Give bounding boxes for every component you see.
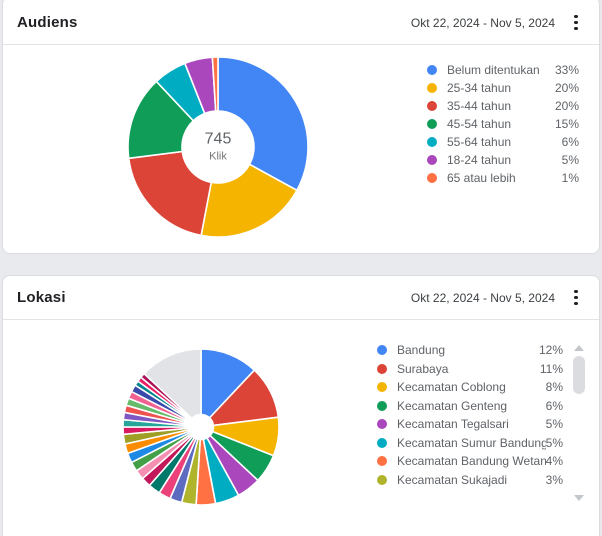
pie-slice-belum-ditentukan[interactable] xyxy=(217,56,309,192)
legend-percent: 12% xyxy=(538,343,563,358)
legend-item: 65 atau lebih 1% xyxy=(427,169,579,187)
legend-label: 18-24 tahun xyxy=(447,153,512,167)
legend-label: 45-54 tahun xyxy=(447,117,512,131)
legend-color-dot xyxy=(377,345,387,356)
legend-item: Kecamatan Sukajadi 3% xyxy=(377,471,563,490)
legend-item: Kecamatan Sumur Bandung 5% xyxy=(377,434,563,453)
legend-item: 35-44 tahun 20% xyxy=(427,97,579,115)
legend-scrollbar[interactable] xyxy=(571,345,587,501)
legend-color-dot xyxy=(427,83,437,93)
legend-color-dot xyxy=(377,456,387,467)
legend-percent: 33% xyxy=(554,63,579,77)
legend-color-dot xyxy=(377,419,387,430)
legend-label: 35-44 tahun xyxy=(447,99,512,113)
legend-percent: 5% xyxy=(545,417,563,432)
legend-percent: 3% xyxy=(545,472,563,487)
lokasi-card-header: Lokasi Okt 22, 2024 - Nov 5, 2024 xyxy=(3,276,599,320)
legend-color-dot xyxy=(427,119,437,129)
date-range-label: Okt 22, 2024 - Nov 5, 2024 xyxy=(410,290,555,305)
pie-slice-35-44-tahun[interactable] xyxy=(127,150,213,237)
legend-color-dot xyxy=(377,474,387,485)
pie-slice-25-34-tahun[interactable] xyxy=(200,163,298,238)
legend-item: 18-24 tahun 5% xyxy=(427,151,579,169)
legend-item: Kecamatan Tegalsari 5% xyxy=(377,415,563,434)
legend-label: 65 atau lebih xyxy=(447,171,516,185)
legend-percent: 15% xyxy=(554,117,579,131)
pie-slice-65-atau-lebih[interactable] xyxy=(211,56,219,112)
page-title: Audiens xyxy=(17,14,78,31)
legend-item: 25-34 tahun 20% xyxy=(427,79,579,97)
audiens-card: Audiens Okt 22, 2024 - Nov 5, 2024 745 K… xyxy=(2,0,600,254)
legend-label: Kecamatan Coblong xyxy=(397,380,506,395)
legend-item: Belum ditentukan 33% xyxy=(427,61,579,79)
legend-percent: 6% xyxy=(561,135,579,149)
scrollbar-thumb[interactable] xyxy=(573,356,585,394)
legend-percent: 20% xyxy=(554,81,579,95)
audiens-legend: Belum ditentukan 33% 25-34 tahun 20% 35-44 t… xyxy=(427,61,579,187)
legend-item: Kecamatan Bandung Wetan 4% xyxy=(377,452,563,471)
audiens-donut-chart xyxy=(127,56,309,238)
legend-percent: 8% xyxy=(545,380,563,395)
lokasi-pie-chart xyxy=(122,348,280,506)
legend-percent: 6% xyxy=(545,398,563,413)
legend-item: 55-64 tahun 6% xyxy=(427,133,579,151)
legend-item: Kecamatan Genteng 6% xyxy=(377,397,563,416)
lokasi-legend: Bandung 12% Surabaya 11% Kecamatan Coblong 8%… xyxy=(377,341,563,489)
legend-label: Kecamatan Sumur Bandung xyxy=(397,435,546,450)
legend-color-dot xyxy=(377,400,387,411)
legend-percent: 5% xyxy=(561,153,579,167)
legend-item: 45-54 tahun 15% xyxy=(427,115,579,133)
legend-percent: 20% xyxy=(554,99,579,113)
lokasi-card: Lokasi Okt 22, 2024 - Nov 5, 2024 Bandun… xyxy=(2,275,600,536)
legend-item: Bandung 12% xyxy=(377,341,563,360)
kebab-menu-icon[interactable] xyxy=(567,285,585,311)
legend-percent: 11% xyxy=(539,361,563,376)
legend-label: Kecamatan Genteng xyxy=(397,398,508,413)
kebab-menu-icon[interactable] xyxy=(567,10,585,36)
legend-percent: 5% xyxy=(545,435,563,450)
pie-slice[interactable] xyxy=(143,348,202,420)
audiens-card-header: Audiens Okt 22, 2024 - Nov 5, 2024 xyxy=(3,0,599,45)
legend-color-dot xyxy=(377,437,387,448)
legend-item: Surabaya 11% xyxy=(377,360,563,379)
legend-percent: 4% xyxy=(545,454,563,469)
scroll-down-icon[interactable] xyxy=(574,495,584,501)
legend-color-dot xyxy=(427,101,437,111)
page-title: Lokasi xyxy=(17,289,66,306)
legend-label: Bandung xyxy=(397,343,446,358)
legend-color-dot xyxy=(377,382,387,393)
legend-item: Kecamatan Coblong 8% xyxy=(377,378,563,397)
legend-color-dot xyxy=(427,65,437,75)
legend-color-dot xyxy=(377,363,387,374)
legend-label: 55-64 tahun xyxy=(447,135,512,149)
legend-color-dot xyxy=(427,137,437,147)
legend-color-dot xyxy=(427,173,437,183)
legend-label: 25-34 tahun xyxy=(447,81,512,95)
legend-color-dot xyxy=(427,155,437,165)
legend-label: Kecamatan Bandung Wetan xyxy=(397,454,546,469)
legend-label: Kecamatan Tegalsari xyxy=(397,417,509,432)
legend-percent: 1% xyxy=(561,171,579,185)
legend-label: Belum ditentukan xyxy=(447,63,540,77)
scroll-up-icon[interactable] xyxy=(574,345,584,351)
legend-label: Surabaya xyxy=(397,361,449,376)
legend-label: Kecamatan Sukajadi xyxy=(397,472,508,487)
date-range-label: Okt 22, 2024 - Nov 5, 2024 xyxy=(410,15,555,30)
